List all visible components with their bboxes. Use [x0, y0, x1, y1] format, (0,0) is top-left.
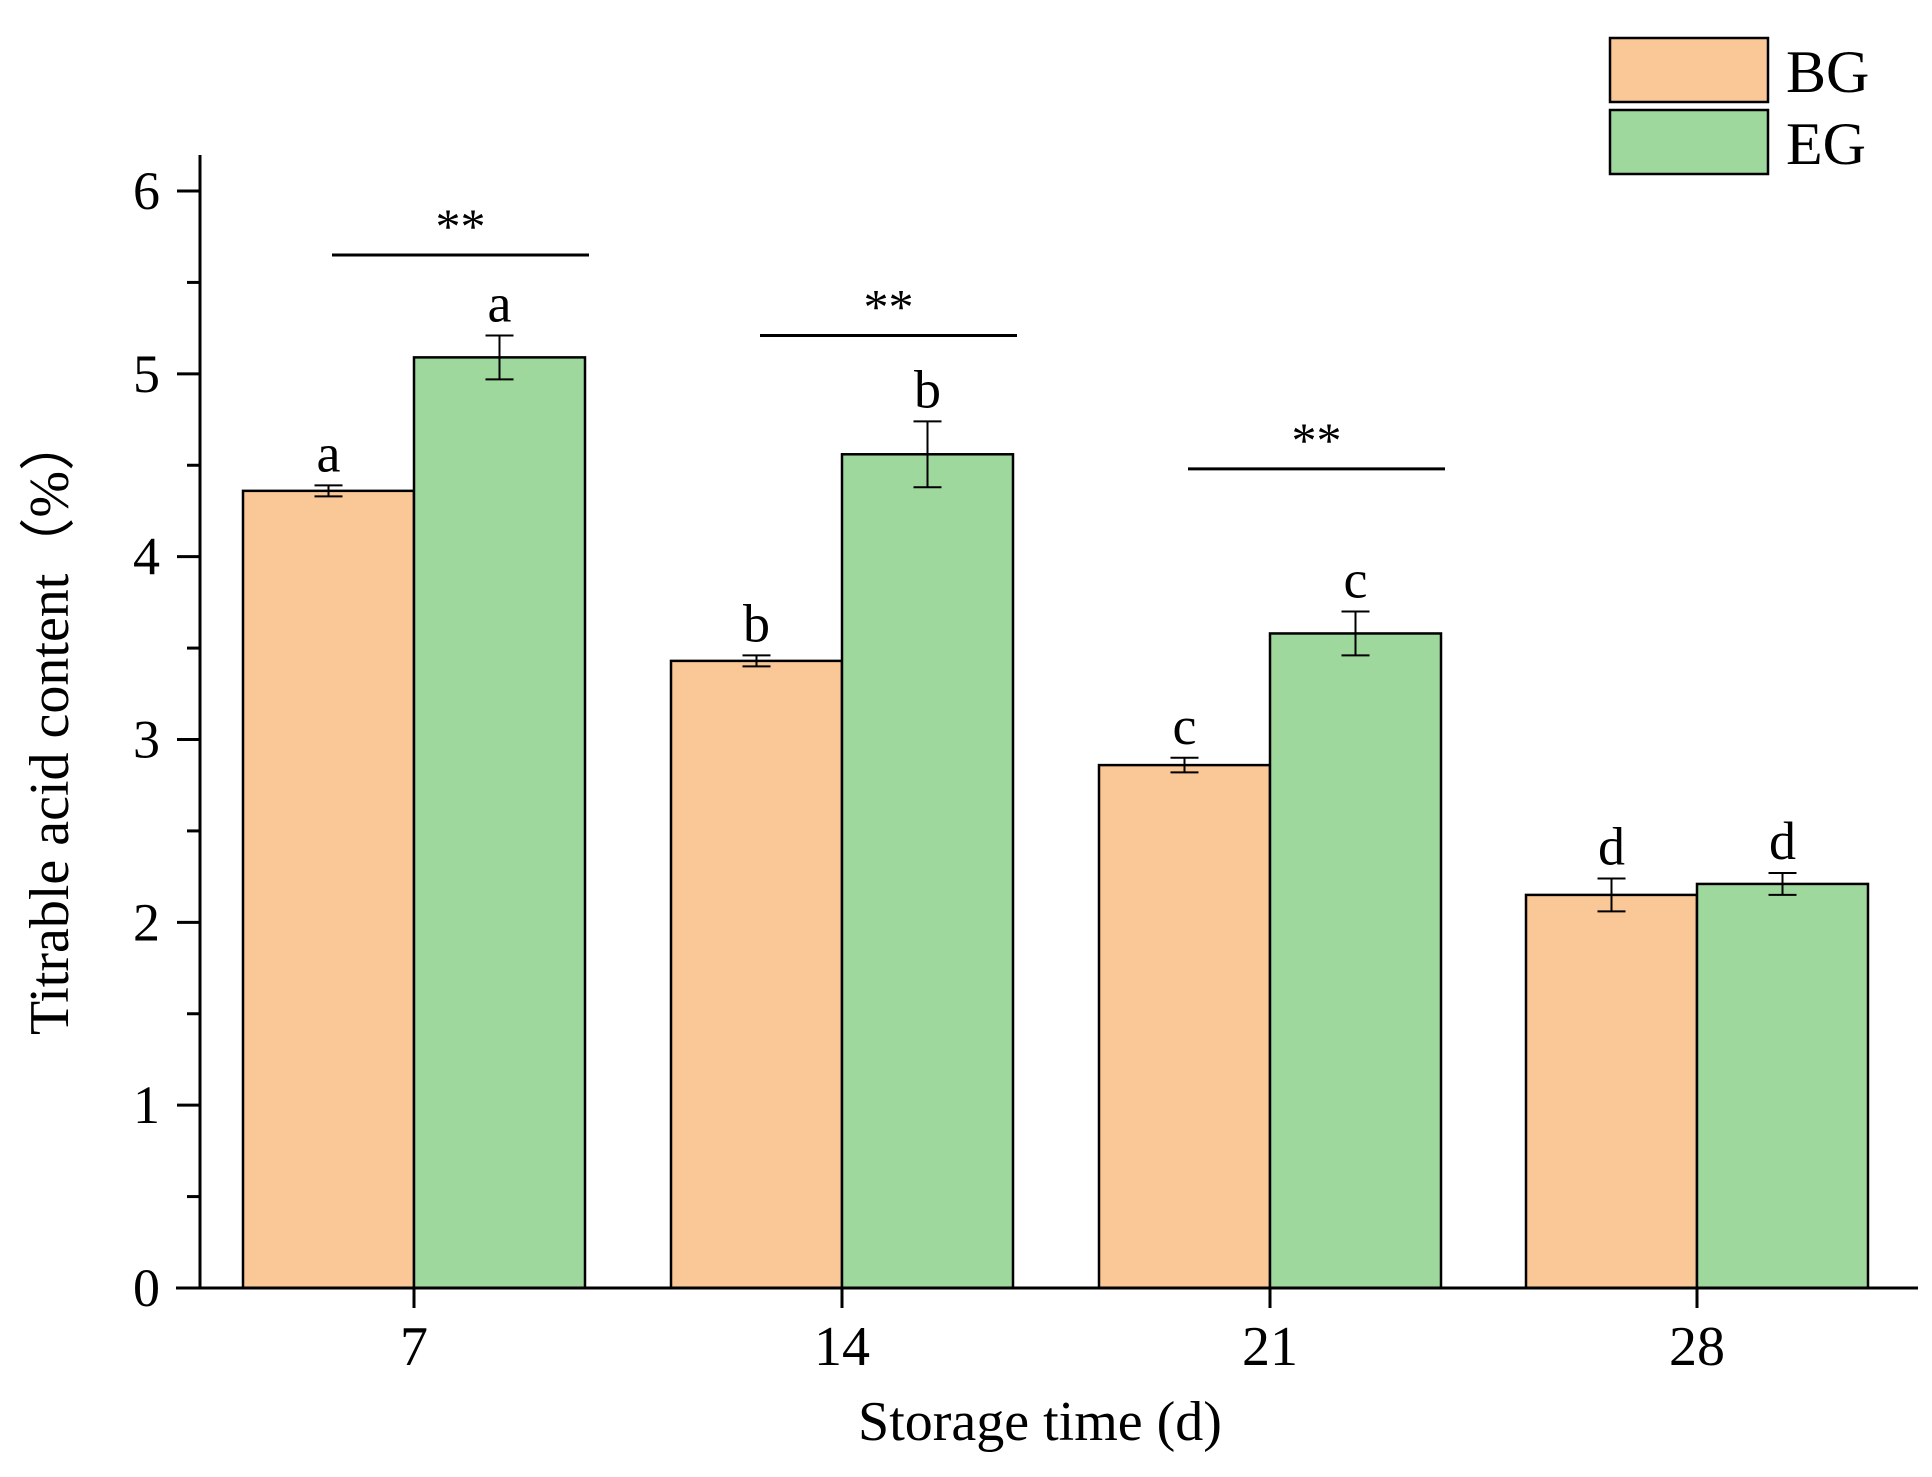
legend-swatch-bg	[1608, 36, 1770, 104]
bar-bg-14	[669, 659, 844, 1290]
bar-bg-21	[1097, 763, 1272, 1290]
y-tick-label-1: 1	[133, 1075, 160, 1135]
y-tick-label-4: 4	[133, 527, 160, 587]
significance-label-14: **	[864, 278, 914, 334]
x-tick-label-28: 28	[1669, 1316, 1725, 1378]
legend-swatch-eg	[1608, 108, 1770, 176]
bar-bg-7	[241, 489, 416, 1290]
bar-eg-21	[1268, 632, 1443, 1290]
bar-eg-28	[1695, 882, 1870, 1290]
x-tick-label-14: 14	[814, 1316, 870, 1378]
x-tick-label-7: 7	[400, 1316, 428, 1378]
significance-label-7: **	[436, 198, 486, 254]
y-tick-label-0: 0	[133, 1258, 160, 1318]
annotations-layer: a b c d a b c d ** ** **	[314, 198, 1797, 913]
letter-eg-7: a	[488, 273, 512, 333]
y-tick-label-3: 3	[133, 710, 160, 770]
bar-bg-28	[1524, 893, 1699, 1290]
y-tick-label-6: 6	[133, 161, 160, 221]
letter-eg-28: d	[1769, 811, 1796, 871]
bar-eg-14	[840, 453, 1015, 1290]
bar-eg-7	[412, 356, 587, 1290]
legend: BG EG	[1608, 36, 1869, 177]
y-axis-label: Titrable acid content（%）	[19, 415, 81, 1035]
y-tick-label-5: 5	[133, 344, 160, 404]
x-axis-label: Storage time (d)	[858, 1391, 1222, 1453]
letter-bg-14: b	[743, 593, 770, 653]
letter-bg-21: c	[1173, 696, 1197, 756]
letter-eg-21: c	[1344, 550, 1368, 610]
letter-eg-14: b	[914, 359, 941, 419]
y-tick-label-2: 2	[133, 892, 160, 952]
legend-label-bg: BG	[1786, 39, 1869, 105]
letter-bg-7: a	[317, 423, 341, 483]
x-tick-label-21: 21	[1242, 1316, 1298, 1378]
bars-layer	[241, 356, 1870, 1290]
legend-label-eg: EG	[1786, 111, 1866, 177]
axes-layer: 0 1 2 3 4 5 6 7 14 21 28	[133, 155, 1918, 1378]
significance-label-21: **	[1292, 412, 1342, 468]
letter-bg-28: d	[1598, 816, 1625, 876]
